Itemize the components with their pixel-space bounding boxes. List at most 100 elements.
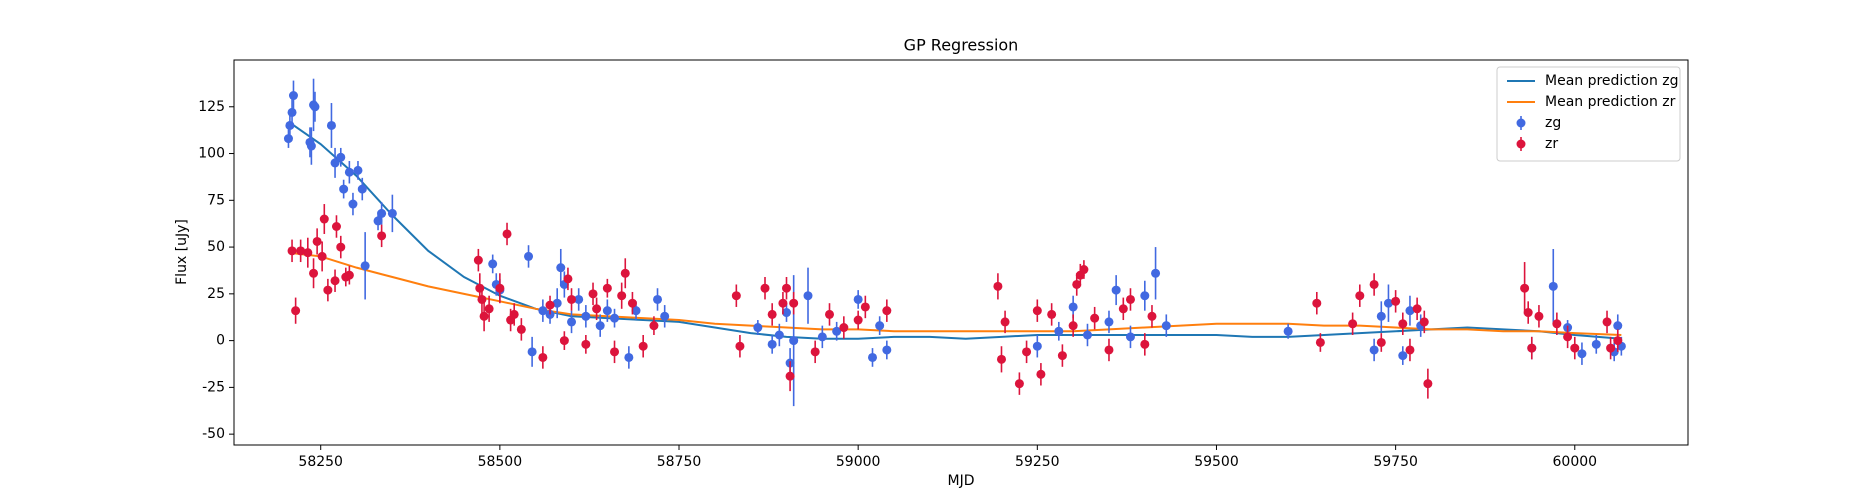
mean-line bbox=[287, 120, 1622, 340]
data-point bbox=[1140, 339, 1150, 349]
data-point bbox=[1032, 306, 1042, 316]
data-point bbox=[1534, 311, 1544, 321]
data-point bbox=[638, 341, 648, 351]
data-point bbox=[527, 347, 537, 357]
legend-label: Mean prediction zg bbox=[1545, 73, 1679, 89]
y-tick-label: 100 bbox=[198, 146, 225, 162]
data-point bbox=[649, 321, 659, 331]
x-tick-label: 59250 bbox=[1015, 454, 1060, 470]
data-point bbox=[624, 352, 634, 362]
data-point bbox=[552, 298, 562, 308]
data-point bbox=[287, 107, 297, 117]
data-point bbox=[1423, 379, 1433, 389]
data-point bbox=[377, 231, 387, 241]
data-point bbox=[592, 304, 602, 314]
data-point bbox=[336, 242, 346, 252]
data-point bbox=[1570, 343, 1580, 353]
data-point bbox=[595, 321, 605, 331]
data-point bbox=[1369, 345, 1379, 355]
data-point bbox=[331, 221, 341, 231]
data-point bbox=[581, 339, 591, 349]
data-point bbox=[1161, 321, 1171, 331]
data-point bbox=[782, 283, 792, 293]
data-point bbox=[1548, 281, 1558, 291]
data-point bbox=[344, 167, 354, 177]
data-point bbox=[285, 120, 295, 130]
data-point bbox=[1376, 311, 1386, 321]
data-point bbox=[360, 261, 370, 271]
data-point bbox=[774, 330, 784, 340]
data-point bbox=[853, 294, 863, 304]
data-point bbox=[1125, 332, 1135, 342]
data-point bbox=[559, 336, 569, 346]
data-point bbox=[617, 291, 627, 301]
legend-swatch bbox=[1516, 139, 1526, 149]
data-point bbox=[588, 289, 598, 299]
data-point bbox=[344, 270, 354, 280]
chart-title: GP Regression bbox=[904, 36, 1019, 55]
data-point bbox=[627, 298, 637, 308]
data-point bbox=[767, 309, 777, 319]
data-point bbox=[1391, 296, 1401, 306]
data-point bbox=[785, 371, 795, 381]
data-point bbox=[1591, 339, 1601, 349]
data-point bbox=[495, 283, 505, 293]
data-point bbox=[317, 251, 327, 261]
data-point bbox=[789, 298, 799, 308]
data-point bbox=[303, 248, 313, 258]
data-point bbox=[1405, 345, 1415, 355]
data-point bbox=[516, 324, 526, 334]
data-point bbox=[1022, 347, 1032, 357]
data-point bbox=[660, 311, 670, 321]
legend-label: Mean prediction zr bbox=[1545, 94, 1676, 110]
data-point bbox=[502, 229, 512, 239]
legend-label: zg bbox=[1545, 115, 1561, 131]
data-point bbox=[602, 283, 612, 293]
data-point bbox=[1405, 306, 1415, 316]
data-point bbox=[1312, 298, 1322, 308]
data-point bbox=[803, 291, 813, 301]
data-point bbox=[1577, 349, 1587, 359]
data-point bbox=[1047, 309, 1057, 319]
data-point bbox=[1090, 313, 1100, 323]
legend-label: zr bbox=[1545, 136, 1558, 152]
data-point bbox=[1147, 311, 1157, 321]
data-point bbox=[1355, 291, 1365, 301]
data-point bbox=[1283, 326, 1293, 336]
data-point bbox=[538, 306, 548, 316]
data-point bbox=[1000, 317, 1010, 327]
data-point bbox=[1036, 369, 1046, 379]
data-point bbox=[291, 306, 301, 316]
x-tick-label: 58250 bbox=[298, 454, 343, 470]
data-point bbox=[287, 246, 297, 256]
data-point bbox=[581, 311, 591, 321]
data-point bbox=[731, 291, 741, 301]
data-point bbox=[473, 255, 483, 265]
data-point bbox=[1072, 279, 1082, 289]
data-point bbox=[306, 141, 316, 151]
data-point bbox=[817, 332, 827, 342]
data-point bbox=[1348, 319, 1358, 329]
x-tick-label: 59500 bbox=[1194, 454, 1239, 470]
data-point bbox=[1140, 291, 1150, 301]
data-point bbox=[1104, 317, 1114, 327]
data-point bbox=[1082, 330, 1092, 340]
y-tick-label: 0 bbox=[216, 333, 225, 349]
data-point bbox=[556, 263, 566, 273]
data-point bbox=[1079, 265, 1089, 275]
data-point bbox=[1383, 298, 1393, 308]
data-point bbox=[867, 352, 877, 362]
data-point bbox=[782, 308, 792, 318]
data-point bbox=[545, 300, 555, 310]
data-point bbox=[1563, 332, 1573, 342]
data-point bbox=[1068, 321, 1078, 331]
data-point bbox=[524, 251, 534, 261]
data-point bbox=[860, 302, 870, 312]
data-point bbox=[348, 199, 358, 209]
data-point bbox=[1398, 319, 1408, 329]
data-point bbox=[1032, 341, 1042, 351]
plot-frame bbox=[233, 59, 1689, 446]
data-point bbox=[574, 294, 584, 304]
data-point bbox=[653, 294, 663, 304]
